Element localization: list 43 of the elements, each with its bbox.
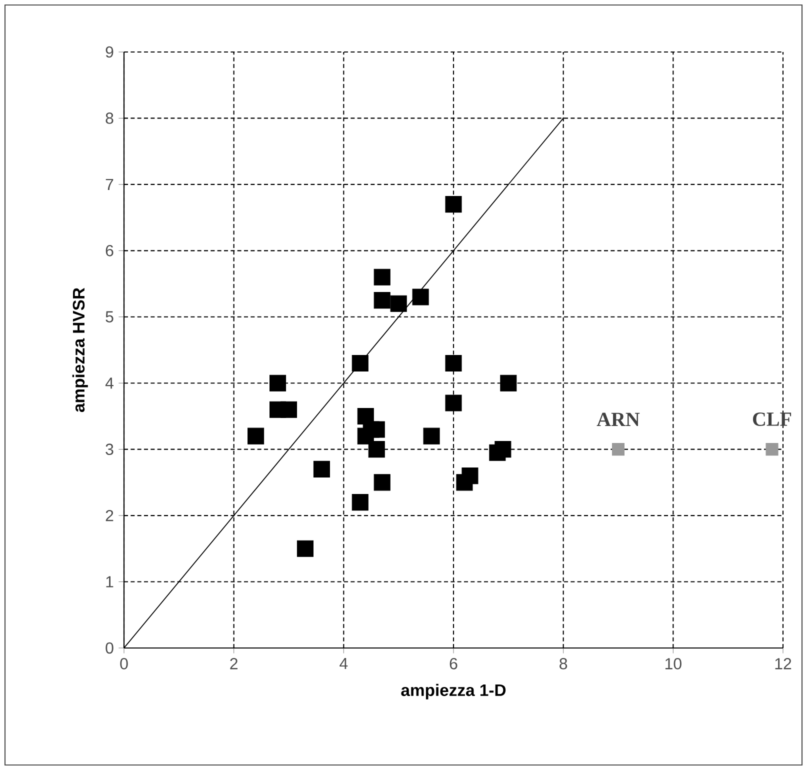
x-axis-title: ampiezza 1-D: [401, 684, 506, 700]
x-tick-label: 2: [230, 658, 238, 670]
x-tick-label: 8: [560, 658, 568, 670]
point: [248, 428, 264, 444]
point: [374, 268, 390, 286]
y-tick-label: 0: [106, 642, 114, 654]
x-tick-label: 6: [450, 658, 458, 670]
point: [313, 460, 330, 478]
y-tick-label: 4: [105, 378, 114, 389]
point: [500, 374, 517, 392]
point: [494, 441, 512, 458]
point: [462, 468, 478, 484]
point: [352, 494, 368, 511]
point: [445, 196, 462, 213]
y-tick-label: 7: [106, 178, 114, 190]
point: [412, 288, 429, 306]
x-tick-label: 10: [665, 658, 682, 670]
x-tick-label: 12: [775, 658, 792, 670]
point: [766, 443, 778, 456]
y-tick-label: 8: [106, 112, 114, 124]
point: [390, 295, 407, 312]
y-tick-label: 9: [106, 46, 114, 58]
point: [445, 394, 462, 412]
point: [270, 374, 286, 392]
point: [374, 292, 390, 309]
y-tick-label: 1: [106, 576, 114, 588]
x-tick-label: 4: [340, 658, 348, 670]
x-tick-label: 0: [120, 658, 128, 670]
point: [296, 540, 314, 557]
y-tick-label: 3: [106, 444, 114, 455]
annotation: ARN: [596, 412, 640, 426]
point: [612, 443, 625, 456]
point: [368, 441, 385, 458]
point: [445, 354, 462, 372]
y-tick-label: 5: [106, 311, 114, 322]
annotation: CLF: [753, 412, 792, 426]
point: [423, 428, 440, 444]
y-axis-title: ampiezza HVSR: [72, 288, 88, 412]
y-tick-label: 2: [106, 510, 114, 522]
point: [374, 474, 390, 491]
point: [352, 354, 368, 372]
point: [280, 401, 298, 418]
y-tick-label: 6: [106, 245, 114, 256]
